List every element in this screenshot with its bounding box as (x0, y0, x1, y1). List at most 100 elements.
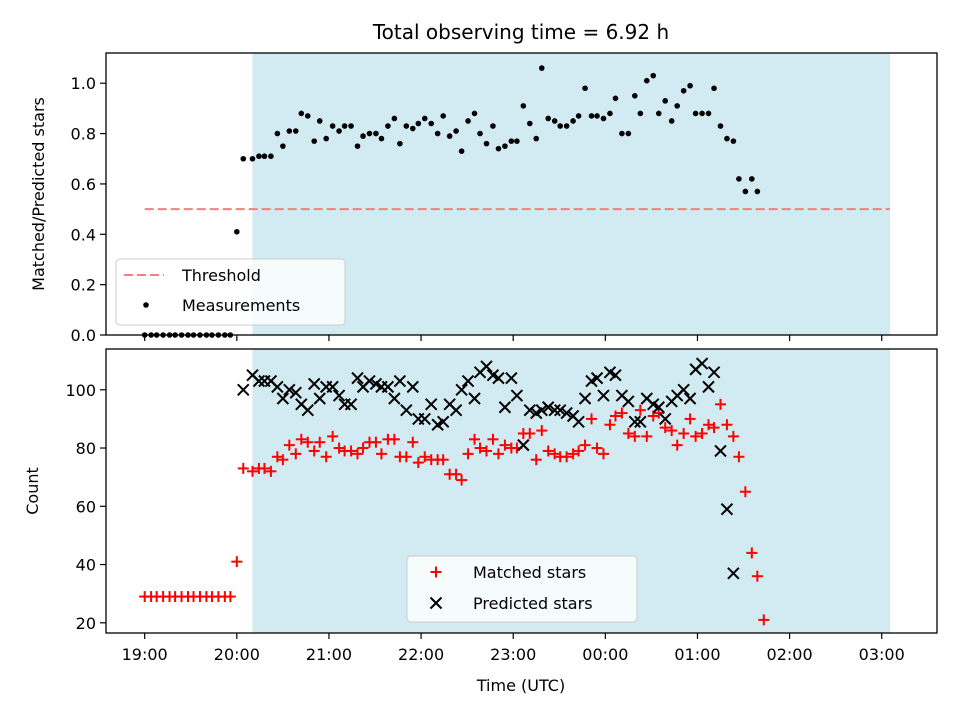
x-tick-label: 00:00 (582, 645, 628, 664)
matched-star-point (265, 465, 277, 477)
measurement-point (234, 228, 240, 235)
y-tick-label: 0.6 (71, 175, 96, 194)
predicted-star-point (252, 374, 266, 388)
y-tick-label: 0.8 (71, 125, 96, 144)
predicted-star-point (289, 386, 302, 399)
measurement-point (434, 130, 441, 137)
measurement-point (360, 133, 366, 139)
measurement-point (268, 153, 274, 160)
predicted-star-point (677, 383, 690, 396)
measurement-point (668, 118, 675, 124)
measurement-point (298, 110, 305, 117)
measurement-point (409, 125, 416, 132)
matched-star-point (345, 445, 357, 457)
matched-star-point (224, 591, 236, 603)
predicted-star-point-b (301, 403, 314, 417)
measurement-point (625, 130, 632, 137)
predicted-star-point-b (535, 403, 548, 417)
predicted-star-point (702, 380, 715, 394)
matched-star-point (375, 448, 387, 460)
predicted-star-point-b (647, 398, 660, 411)
matched-star-point (714, 398, 726, 410)
predicted-star-point (388, 392, 401, 405)
measurement-point (502, 143, 508, 149)
predicted-star-point-b (486, 369, 500, 382)
measurement-point (582, 85, 588, 92)
predicted-star-point (406, 380, 419, 394)
y-tick-label: 20 (76, 614, 96, 633)
matched-star-point (561, 451, 573, 463)
matched-star-point (492, 448, 504, 460)
matched-star-point (739, 486, 751, 498)
predicted-star-point-b (313, 392, 326, 405)
predicted-star-point (707, 366, 721, 379)
count-y-axis-label: Count (23, 467, 42, 515)
measurement-point (575, 113, 582, 119)
count-x-ticks: 19:00 20:00 21:00 22:00 23:00 00:00 01:00 02:00… (122, 633, 905, 664)
matched-star-point (295, 433, 307, 445)
measurement-point (304, 113, 311, 119)
predicted-star-point (332, 389, 346, 402)
measurement-point (483, 140, 490, 147)
x-tick-label: 20:00 (214, 645, 260, 664)
predicted-star-point-b (628, 415, 642, 429)
measurement-point (662, 98, 669, 104)
matched-star-point (320, 451, 332, 463)
measurement-point (570, 118, 576, 124)
predicted-star-point (492, 371, 505, 385)
measurement-point (261, 153, 268, 160)
predicted-star-point (535, 403, 548, 417)
predicted-star-point (720, 502, 734, 516)
predicted-star-point-b (707, 366, 721, 379)
legend-matched-swatch (430, 566, 442, 578)
measurement-point (699, 110, 705, 117)
predicted-star-point-b (695, 357, 709, 370)
predicted-star-point (683, 392, 697, 405)
predicted-star-point (542, 401, 555, 414)
predicted-star-point-b (264, 374, 278, 388)
predicted-star-point (727, 567, 740, 580)
measurement-point (607, 110, 613, 117)
predicted-star-point (590, 371, 604, 385)
matched-star-point (597, 448, 609, 460)
predicted-star-point-b (276, 392, 290, 405)
predicted-star-point (461, 374, 475, 388)
predicted-star-point-b (271, 380, 284, 394)
predicted-star-point-b (449, 403, 463, 417)
measurement-point (514, 138, 520, 144)
measurement-point (458, 148, 465, 154)
predicted-star-point (498, 401, 512, 414)
predicted-star-point (308, 377, 321, 391)
predicted-star-point-b (597, 389, 610, 402)
predicted-star-point-b (622, 395, 635, 408)
measurement-point (329, 123, 336, 129)
matched-star-point (634, 404, 646, 416)
measurement-point (600, 115, 607, 122)
ratio-legend-box (115, 258, 346, 326)
measurement-point (428, 120, 435, 127)
measurement-point (421, 115, 428, 122)
predicted-star-point (351, 371, 364, 385)
predicted-star-point-b (659, 412, 672, 426)
matched-star-point (450, 468, 462, 480)
predicted-star-point-b (505, 371, 518, 385)
predicted-star-point-b (615, 389, 629, 402)
matched-star-point (573, 445, 585, 457)
measurement-point (619, 130, 625, 137)
matched-star-point (666, 425, 678, 437)
predicted-star-point-b (714, 444, 727, 458)
matched-star-point (567, 448, 579, 460)
measurement-point (440, 113, 446, 119)
matched-star-point (586, 413, 598, 425)
ratio-x-ticks (144, 335, 883, 341)
count-y-ticks: 20 40 60 80 100 (65, 381, 106, 633)
predicted-star-point-b (443, 398, 456, 411)
measurement-point (471, 110, 478, 117)
matched-star-point (308, 445, 320, 457)
matched-star-point (333, 442, 345, 454)
measurement-point (736, 176, 742, 182)
legend-plus-marker (430, 566, 442, 578)
legend-cross-marker-b (429, 596, 443, 610)
predicted-star-point (553, 403, 567, 417)
measurement-point (348, 123, 354, 129)
